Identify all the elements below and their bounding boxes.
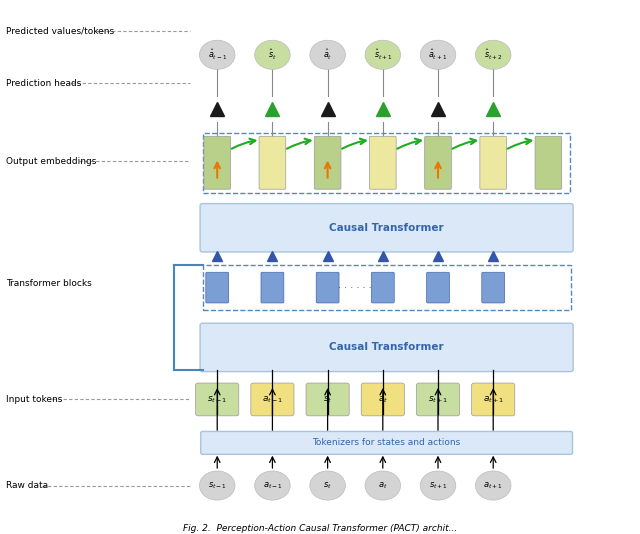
- Text: Fig. 2.  Perception-Action Causal Transformer (PACT) archit...: Fig. 2. Perception-Action Causal Transfo…: [183, 524, 457, 533]
- FancyBboxPatch shape: [425, 136, 451, 189]
- Text: $s_{t+1}$: $s_{t+1}$: [428, 394, 448, 405]
- Circle shape: [310, 40, 346, 69]
- FancyBboxPatch shape: [206, 272, 228, 303]
- FancyBboxPatch shape: [196, 383, 239, 416]
- Circle shape: [420, 471, 456, 500]
- Text: · · · · · ·: · · · · · ·: [339, 282, 372, 293]
- Circle shape: [255, 471, 290, 500]
- Text: $a_{t+1}$: $a_{t+1}$: [483, 394, 504, 405]
- Text: Tokenizers for states and actions: Tokenizers for states and actions: [312, 438, 461, 447]
- Text: $\hat{s}_t$: $\hat{s}_t$: [268, 48, 276, 62]
- FancyBboxPatch shape: [482, 272, 504, 303]
- FancyBboxPatch shape: [200, 203, 573, 252]
- Text: $a_t$: $a_t$: [378, 394, 388, 405]
- Text: $a_t$: $a_t$: [378, 480, 388, 491]
- FancyBboxPatch shape: [204, 136, 230, 189]
- Text: Transformer blocks: Transformer blocks: [6, 279, 92, 288]
- FancyBboxPatch shape: [200, 323, 573, 372]
- Circle shape: [420, 40, 456, 69]
- Text: $\hat{a}_{t-1}$: $\hat{a}_{t-1}$: [207, 48, 227, 62]
- FancyBboxPatch shape: [361, 383, 404, 416]
- Circle shape: [200, 40, 235, 69]
- FancyBboxPatch shape: [201, 431, 573, 454]
- Text: Causal Transformer: Causal Transformer: [330, 342, 444, 352]
- FancyBboxPatch shape: [369, 136, 396, 189]
- Circle shape: [365, 40, 401, 69]
- Text: $a_{t-1}$: $a_{t-1}$: [262, 480, 282, 491]
- Text: $s_{t-1}$: $s_{t-1}$: [207, 394, 227, 405]
- Circle shape: [365, 471, 401, 500]
- Text: Output embeddings: Output embeddings: [6, 157, 97, 166]
- Text: $\hat{s}_{t+1}$: $\hat{s}_{t+1}$: [374, 48, 392, 62]
- Circle shape: [255, 40, 290, 69]
- Text: Predicted values/tokens: Predicted values/tokens: [6, 27, 114, 36]
- FancyBboxPatch shape: [480, 136, 506, 189]
- FancyBboxPatch shape: [535, 136, 562, 189]
- Circle shape: [310, 471, 346, 500]
- FancyBboxPatch shape: [314, 136, 341, 189]
- Text: $\hat{a}_{t+1}$: $\hat{a}_{t+1}$: [428, 48, 447, 62]
- Text: Prediction heads: Prediction heads: [6, 79, 81, 88]
- FancyBboxPatch shape: [472, 383, 515, 416]
- Circle shape: [200, 471, 235, 500]
- Circle shape: [476, 471, 511, 500]
- FancyBboxPatch shape: [306, 383, 349, 416]
- FancyBboxPatch shape: [261, 272, 284, 303]
- Text: Causal Transformer: Causal Transformer: [330, 223, 444, 233]
- Text: $\hat{a}_t$: $\hat{a}_t$: [323, 48, 332, 62]
- Text: $a_{t+1}$: $a_{t+1}$: [483, 480, 503, 491]
- FancyBboxPatch shape: [427, 272, 449, 303]
- Circle shape: [476, 40, 511, 69]
- Text: $s_t$: $s_t$: [323, 394, 332, 405]
- Text: $a_{t-1}$: $a_{t-1}$: [262, 394, 283, 405]
- Text: $s_t$: $s_t$: [323, 480, 332, 491]
- FancyBboxPatch shape: [259, 136, 285, 189]
- FancyBboxPatch shape: [417, 383, 460, 416]
- FancyBboxPatch shape: [371, 272, 394, 303]
- FancyBboxPatch shape: [251, 383, 294, 416]
- Text: $\hat{s}_{t+2}$: $\hat{s}_{t+2}$: [484, 48, 502, 62]
- Text: $s_{t+1}$: $s_{t+1}$: [429, 480, 447, 491]
- Text: $s_{t-1}$: $s_{t-1}$: [208, 480, 227, 491]
- FancyBboxPatch shape: [316, 272, 339, 303]
- Text: Input tokens: Input tokens: [6, 395, 62, 404]
- Text: Raw data: Raw data: [6, 481, 48, 490]
